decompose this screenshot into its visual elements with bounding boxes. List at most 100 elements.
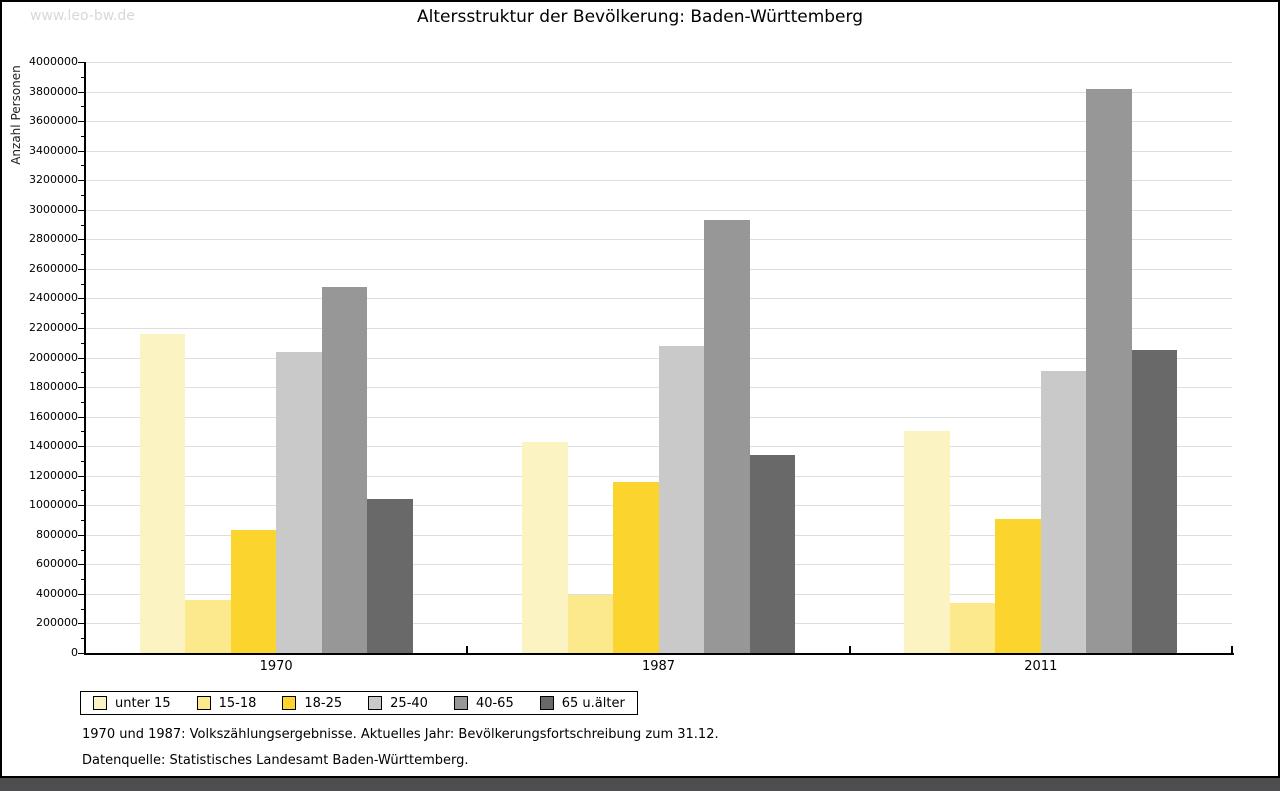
y-tick-major bbox=[78, 327, 85, 329]
legend: unter 15 15-18 18-25 25-40 40-65 65 u.älter bbox=[80, 691, 638, 715]
bar-25-40-1987 bbox=[658, 346, 704, 653]
gridline bbox=[86, 121, 1232, 123]
x-category-label: 1970 bbox=[259, 659, 293, 674]
y-tick-minor bbox=[81, 520, 85, 522]
legend-label: 40-65 bbox=[475, 695, 514, 711]
bar-18-25-2011 bbox=[995, 519, 1041, 653]
gridline bbox=[86, 298, 1232, 300]
legend-item: 65 u.älter bbox=[539, 695, 625, 711]
gridline bbox=[86, 91, 1232, 93]
y-tick-label: 2800000 bbox=[29, 232, 78, 246]
y-tick-minor bbox=[81, 401, 85, 403]
x-boundary-tick bbox=[1231, 646, 1233, 653]
legend-item: unter 15 bbox=[93, 696, 171, 711]
y-tick-minor bbox=[81, 254, 85, 256]
y-tick-major bbox=[78, 180, 85, 182]
y-tick-major bbox=[78, 534, 85, 536]
y-tick-major bbox=[78, 209, 85, 211]
y-tick-label: 2200000 bbox=[29, 320, 78, 334]
y-tick-major bbox=[78, 475, 85, 477]
y-tick-major bbox=[78, 564, 85, 566]
bar-18-25-1970 bbox=[230, 530, 277, 653]
y-tick-minor bbox=[81, 431, 85, 433]
y-tick-label: 400000 bbox=[36, 586, 78, 600]
legend-swatch-18-25 bbox=[282, 696, 297, 710]
y-tick-major bbox=[78, 150, 85, 152]
y-tick-major bbox=[78, 121, 85, 123]
watermark: www.leo-bw.de bbox=[30, 8, 135, 24]
gridline bbox=[86, 62, 1232, 63]
gridline bbox=[86, 180, 1232, 182]
gridline bbox=[86, 209, 1232, 211]
y-tick-minor bbox=[81, 342, 85, 344]
gridline bbox=[86, 150, 1232, 152]
y-tick-label: 3600000 bbox=[29, 114, 78, 128]
y-tick-label: 2600000 bbox=[29, 261, 78, 275]
y-tick-major bbox=[78, 387, 85, 389]
y-tick-label: 2400000 bbox=[29, 291, 78, 305]
y-tick-minor bbox=[81, 135, 85, 137]
y-tick-label: 0 bbox=[71, 646, 78, 659]
bar-unter-15-1970 bbox=[139, 334, 186, 653]
y-tick-minor bbox=[81, 313, 85, 315]
legend-item: 25-40 bbox=[368, 696, 428, 711]
x-boundary-tick bbox=[848, 646, 851, 653]
bar-18-25-1987 bbox=[613, 482, 659, 653]
bar-65-u-lter-1987 bbox=[749, 455, 795, 653]
bar-40-65-1987 bbox=[704, 220, 750, 653]
y-tick-label: 3800000 bbox=[29, 84, 78, 98]
y-tick-label: 3000000 bbox=[29, 202, 78, 216]
y-tick-minor bbox=[81, 165, 85, 167]
page-title: Altersstruktur der Bevölkerung: Baden-Wü… bbox=[417, 7, 863, 27]
y-tick-minor bbox=[81, 638, 85, 640]
legend-swatch-unter-15 bbox=[93, 696, 107, 710]
x-category-label: 1987 bbox=[641, 659, 676, 674]
y-tick-label: 1000000 bbox=[29, 498, 78, 512]
y-tick-minor bbox=[81, 608, 85, 610]
gridline bbox=[86, 268, 1232, 270]
y-tick-label: 1400000 bbox=[29, 439, 78, 453]
y-tick-minor bbox=[81, 106, 85, 108]
legend-label: 25-40 bbox=[390, 695, 428, 711]
footnote-line-2: Datenquelle: Statistisches Landesamt Bad… bbox=[82, 753, 469, 768]
y-tick-label: 3200000 bbox=[29, 173, 78, 187]
bar-unter-15-2011 bbox=[904, 431, 950, 653]
legend-swatch-25-40 bbox=[368, 696, 383, 710]
gridline bbox=[86, 239, 1232, 241]
legend-label: 15-18 bbox=[218, 695, 257, 711]
y-tick-minor bbox=[81, 283, 85, 285]
x-category-label: 2011 bbox=[1024, 659, 1058, 674]
y-tick-major bbox=[78, 357, 85, 359]
y-tick-minor bbox=[81, 549, 85, 551]
legend-swatch-40-65 bbox=[453, 696, 468, 710]
bar-15-18-1987 bbox=[567, 595, 613, 653]
bar-15-18-2011 bbox=[949, 603, 996, 653]
bar-25-40-1970 bbox=[276, 352, 322, 653]
y-tick-major bbox=[78, 416, 85, 418]
y-tick-minor bbox=[81, 372, 85, 374]
y-tick-label: 1200000 bbox=[29, 468, 78, 482]
y-axis-line bbox=[84, 62, 86, 655]
y-tick-minor bbox=[81, 224, 85, 226]
y-tick-minor bbox=[81, 490, 85, 492]
legend-item: 15-18 bbox=[196, 695, 257, 711]
y-tick-minor bbox=[81, 460, 85, 462]
y-tick-major bbox=[78, 623, 85, 625]
legend-label: unter 15 bbox=[115, 695, 171, 711]
legend-label: 65 u.älter bbox=[561, 695, 625, 711]
y-tick-major bbox=[78, 91, 85, 93]
y-tick-label: 3400000 bbox=[29, 143, 78, 157]
y-tick-major bbox=[78, 593, 85, 595]
bar-unter-15-1987 bbox=[522, 442, 568, 653]
legend-item: 18-25 bbox=[282, 696, 342, 711]
bar-65-u-lter-2011 bbox=[1131, 350, 1178, 653]
y-tick-label: 4000000 bbox=[29, 55, 78, 68]
legend-label: 18-25 bbox=[304, 695, 343, 711]
legend-item: 40-65 bbox=[453, 695, 514, 711]
legend-swatch-15-18 bbox=[196, 696, 211, 710]
y-tick-minor bbox=[81, 194, 85, 196]
x-boundary-tick bbox=[466, 646, 469, 653]
bar-15-18-1970 bbox=[185, 600, 231, 653]
x-axis-line bbox=[84, 653, 1234, 655]
